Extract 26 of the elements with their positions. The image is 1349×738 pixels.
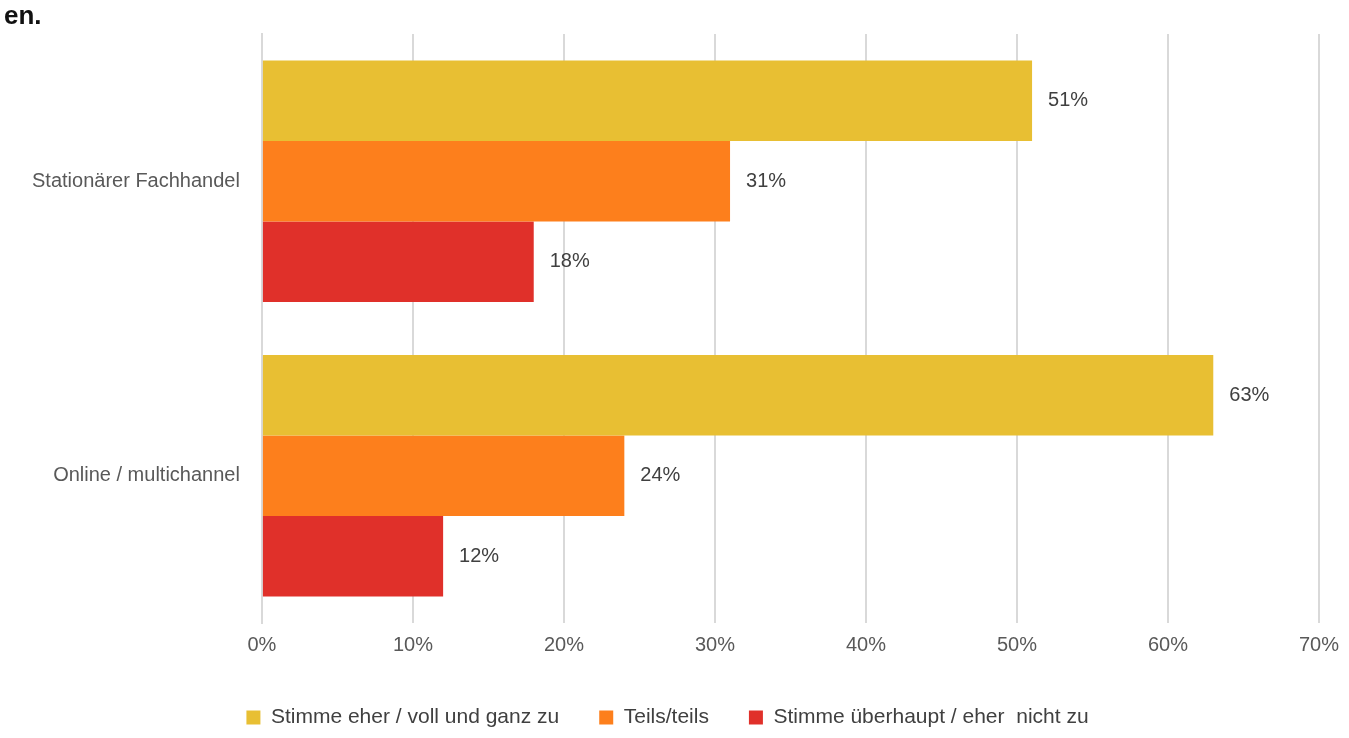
- bar: [262, 60, 1033, 141]
- bar: [262, 355, 1214, 436]
- x-tick-label: 60%: [1147, 632, 1189, 655]
- bar: [262, 516, 444, 597]
- x-tick-label: 30%: [694, 632, 736, 655]
- legend-label: Teils/teils: [623, 704, 709, 728]
- y-tick-label: Stationärer Fachhandel: [31, 168, 240, 191]
- x-tick-label: 40%: [845, 632, 887, 655]
- data-label: 31%: [746, 168, 787, 191]
- x-tick-label: 20%: [543, 632, 585, 655]
- text: en.: [4, 0, 42, 31]
- x-tick-label: 0%: [247, 632, 277, 655]
- y-tick-label: Online / multichannel: [53, 463, 240, 486]
- data-label: 18%: [549, 249, 590, 272]
- x-tick-label: 70%: [1298, 632, 1340, 655]
- bar: [262, 221, 534, 302]
- bar: [262, 141, 731, 222]
- data-label: 51%: [1048, 88, 1089, 111]
- x-tick-label: 50%: [996, 632, 1038, 655]
- bar: [262, 435, 625, 516]
- data-label: 12%: [459, 543, 500, 566]
- data-label: 63%: [1229, 382, 1270, 405]
- legend-label: Stimme überhaupt / eher nicht zu: [773, 704, 1089, 728]
- legend-label: Stimme eher / voll und ganz zu: [270, 704, 560, 728]
- x-tick-label: 10%: [392, 632, 434, 655]
- data-label: 24%: [640, 463, 681, 486]
